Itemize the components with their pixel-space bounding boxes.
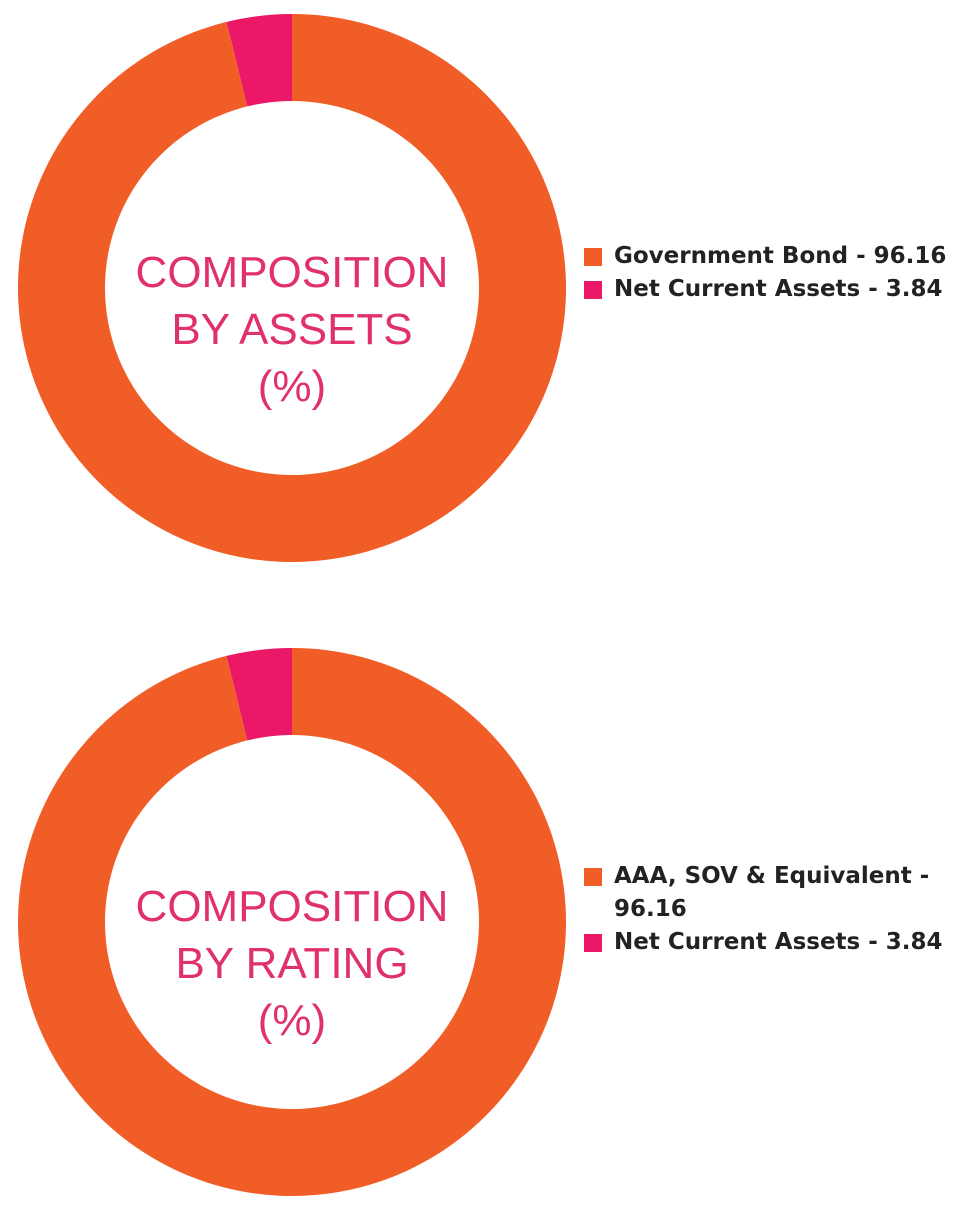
assets-donut — [18, 14, 566, 562]
legend-item-aaa-sov: AAA, SOV & Equivalent - 96.16 — [584, 860, 964, 926]
rating-title-line-3: (%) — [257, 996, 327, 1045]
legend-label-aaa-sov-value: 96.16 — [614, 896, 687, 922]
composition-by-rating-chart: COMPOSITION BY RATING (%) AAA, SOV & Equ… — [0, 646, 975, 1206]
legend-label-net-current-assets-rating: Net Current Assets - 3.84 — [614, 929, 943, 955]
assets-legend: Government Bond - 96.16 Net Current Asse… — [584, 240, 964, 306]
legend-swatch-government-bond — [584, 248, 602, 266]
rating-donut — [18, 648, 566, 1196]
assets-title-line-1: COMPOSITION — [135, 248, 449, 297]
donut-slice-0-1 — [226, 14, 292, 107]
rating-center-title: COMPOSITION BY RATING (%) — [92, 878, 492, 1049]
legend-item-government-bond: Government Bond - 96.16 — [584, 240, 964, 273]
rating-legend: AAA, SOV & Equivalent - 96.16 Net Curren… — [584, 860, 964, 959]
donut-slice-0-0 — [18, 14, 566, 562]
legend-label-net-current-assets: Net Current Assets - 3.84 — [614, 276, 943, 302]
legend-swatch-aaa-sov — [584, 868, 602, 886]
legend-label-government-bond: Government Bond - 96.16 — [614, 243, 947, 269]
donut-slice-1-1 — [226, 648, 292, 741]
rating-title-line-1: COMPOSITION — [135, 882, 449, 931]
legend-label-aaa-sov: AAA, SOV & Equivalent - — [614, 863, 930, 889]
assets-center-title: COMPOSITION BY ASSETS (%) — [92, 244, 492, 415]
legend-swatch-net-current-assets — [584, 281, 602, 299]
composition-by-assets-chart: COMPOSITION BY ASSETS (%) Government Bon… — [0, 12, 975, 572]
rating-title-line-2: BY RATING — [175, 939, 409, 988]
legend-item-net-current-assets: Net Current Assets - 3.84 — [584, 273, 964, 306]
donut-slice-1-0 — [18, 648, 566, 1196]
assets-title-line-3: (%) — [257, 362, 327, 411]
legend-item-net-current-assets-rating: Net Current Assets - 3.84 — [584, 926, 964, 959]
legend-swatch-net-current-assets-rating — [584, 934, 602, 952]
assets-title-line-2: BY ASSETS — [171, 305, 413, 354]
